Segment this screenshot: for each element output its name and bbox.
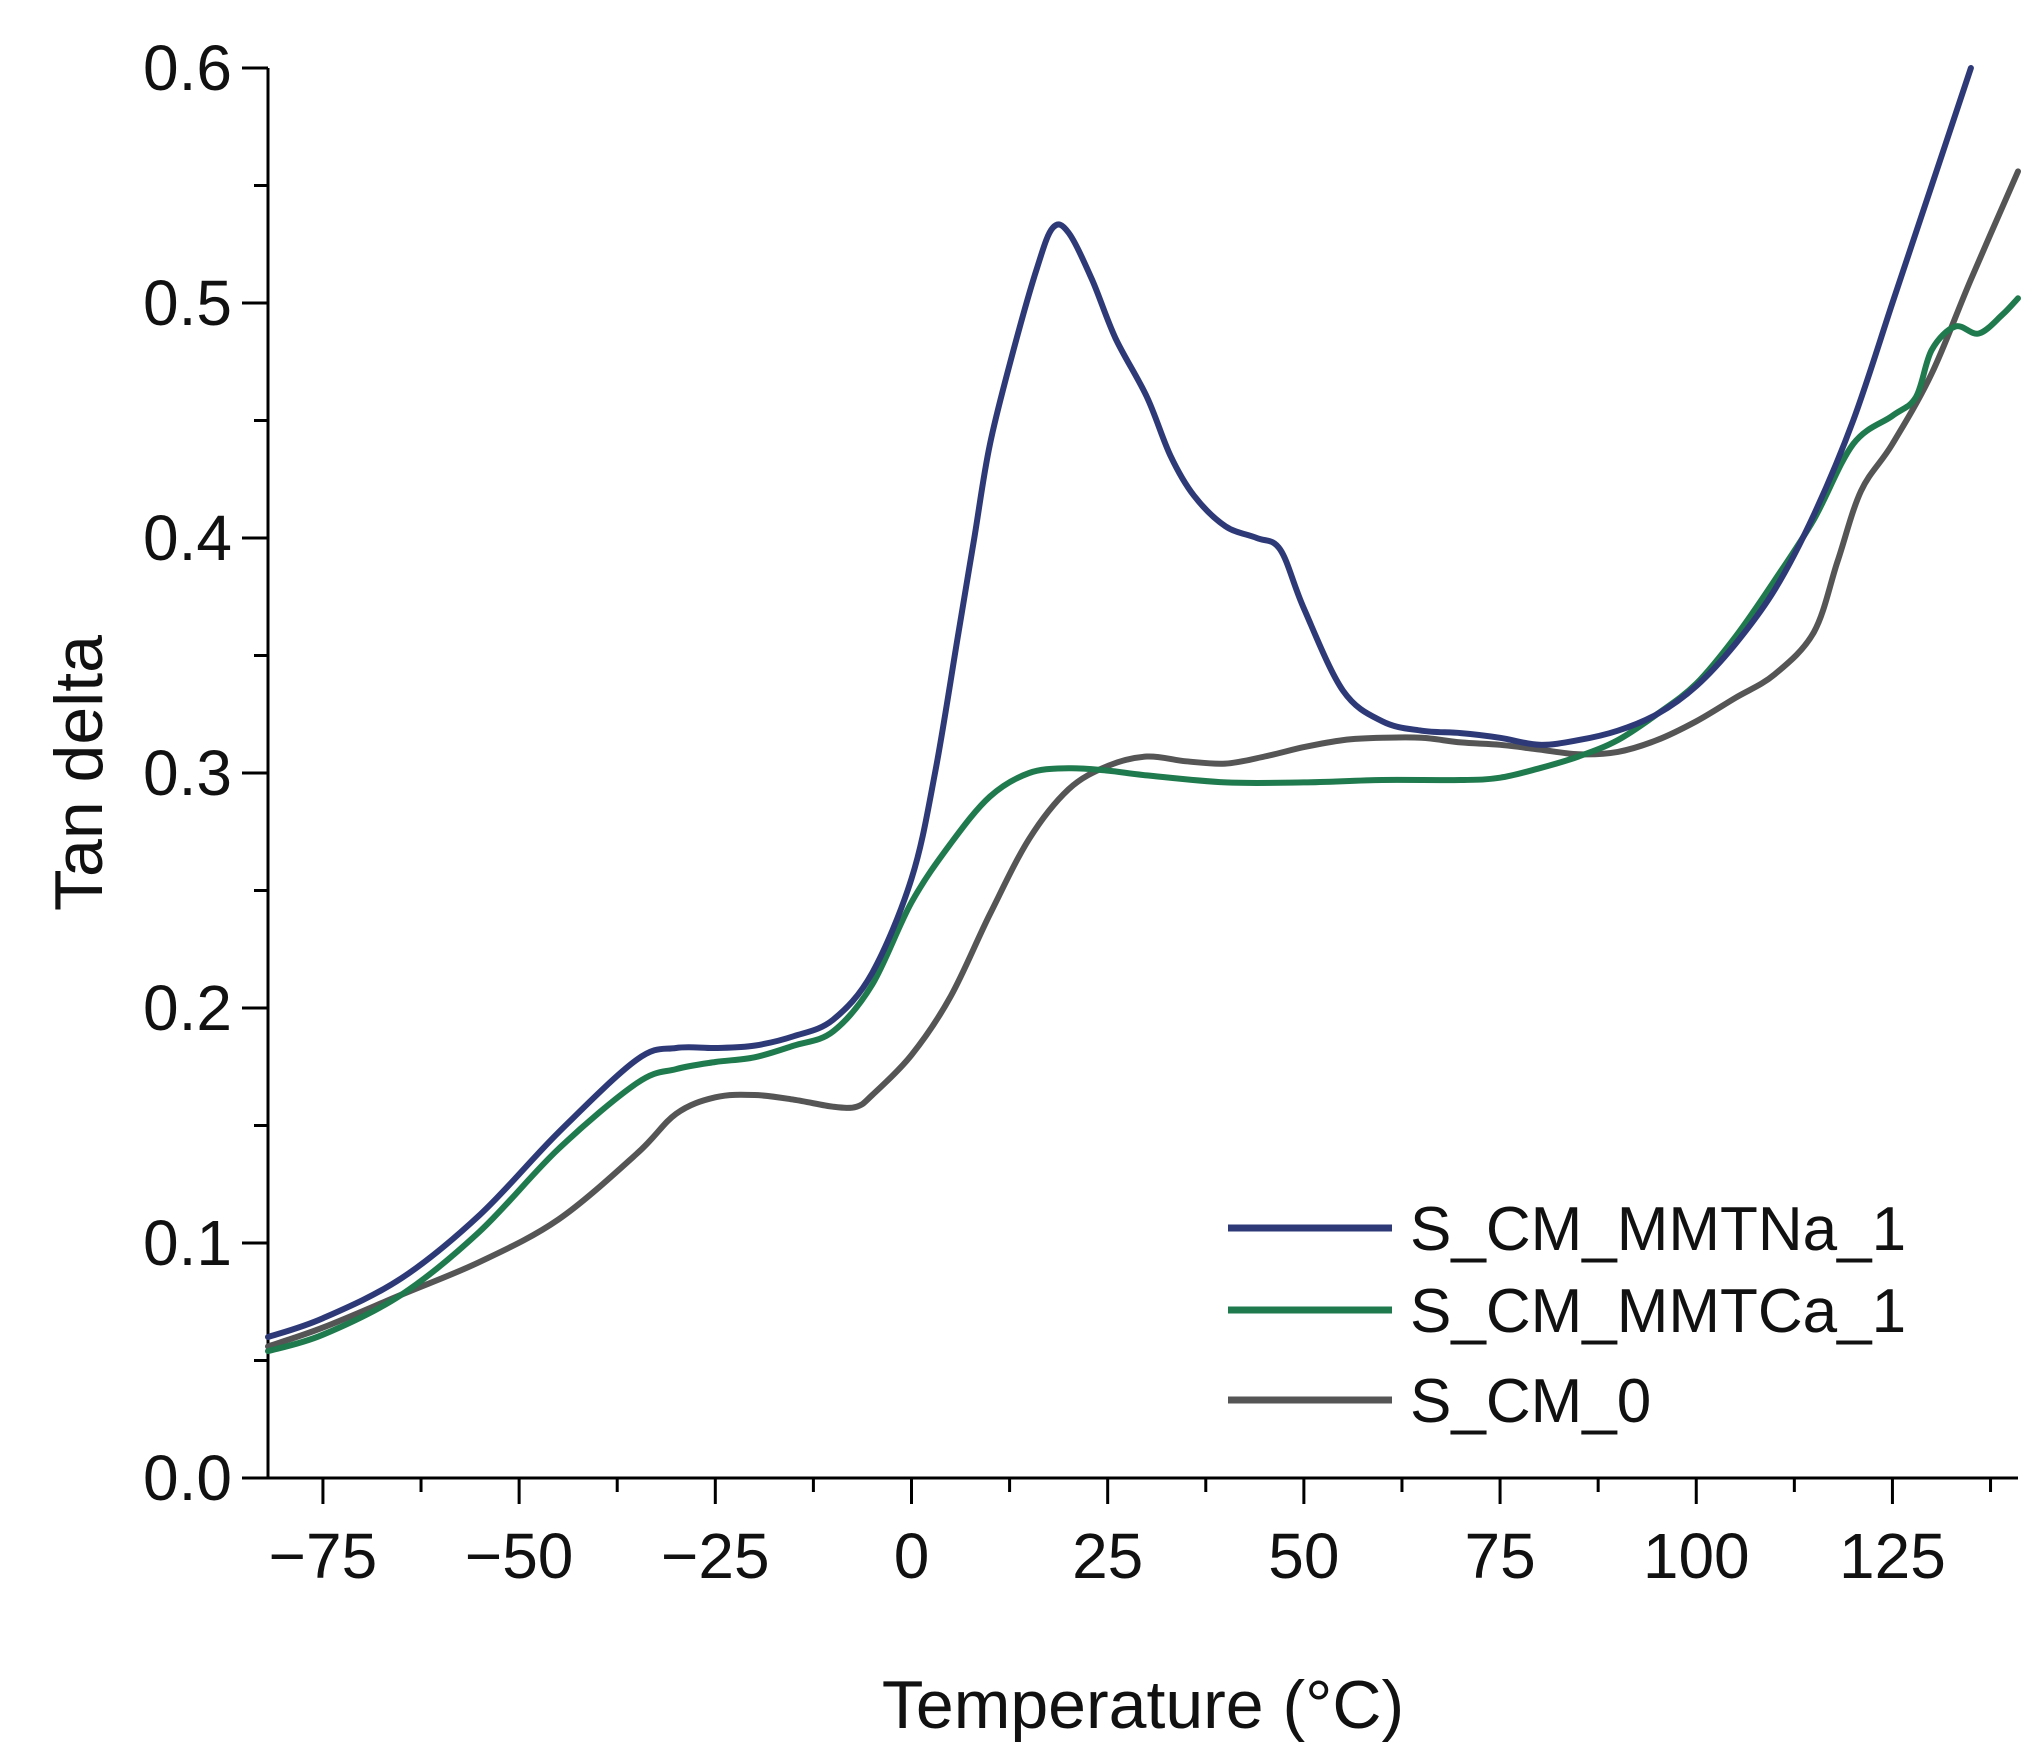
x-tick-label: 0 bbox=[894, 1520, 930, 1592]
x-tick-label: −25 bbox=[661, 1520, 770, 1592]
axes: 0.0 0.1 0.2 0.3 0.4 0.5 0.6 −75 −50 −25 0 25 50 75 100… bbox=[143, 32, 2018, 1592]
y-tick-label: 0.4 bbox=[143, 502, 232, 574]
x-tick-label: 50 bbox=[1268, 1520, 1339, 1592]
y-tick-label: 0.1 bbox=[143, 1207, 232, 1279]
legend-label-s-cm-mmtca-1: S_CM_MMTCa_1 bbox=[1410, 1277, 1906, 1346]
legend-label-s-cm-0: S_CM_0 bbox=[1410, 1367, 1651, 1436]
series-lines bbox=[265, 65, 2021, 1355]
x-tick-label: −75 bbox=[269, 1520, 378, 1592]
x-tick-label: −50 bbox=[465, 1520, 574, 1592]
y-axis-title: Tan delta bbox=[41, 635, 117, 911]
y-tick-label: 0.3 bbox=[143, 737, 232, 809]
series-line-s-cm-0 bbox=[265, 168, 2021, 1350]
y-tick-label: 0.0 bbox=[143, 1442, 232, 1514]
y-tick-label: 0.2 bbox=[143, 972, 232, 1044]
x-tick-label: 25 bbox=[1072, 1520, 1143, 1592]
x-axis-title: Temperature (°C) bbox=[882, 1667, 1404, 1743]
y-tick-label: 0.5 bbox=[143, 267, 232, 339]
y-tick-label: 0.6 bbox=[143, 32, 232, 104]
legend-label-s-cm-mmtna-1: S_CM_MMTNa_1 bbox=[1410, 1195, 1906, 1264]
x-tick-label: 125 bbox=[1839, 1520, 1946, 1592]
legend: S_CM_MMTNa_1 S_CM_MMTCa_1 S_CM_0 bbox=[1228, 1195, 1906, 1436]
series-line-s-cm-mmtna-1 bbox=[265, 65, 1974, 1340]
series-line-s-cm-mmtca-1 bbox=[265, 295, 2021, 1355]
x-tick-label: 100 bbox=[1643, 1520, 1750, 1592]
x-tick-label: 75 bbox=[1464, 1520, 1535, 1592]
